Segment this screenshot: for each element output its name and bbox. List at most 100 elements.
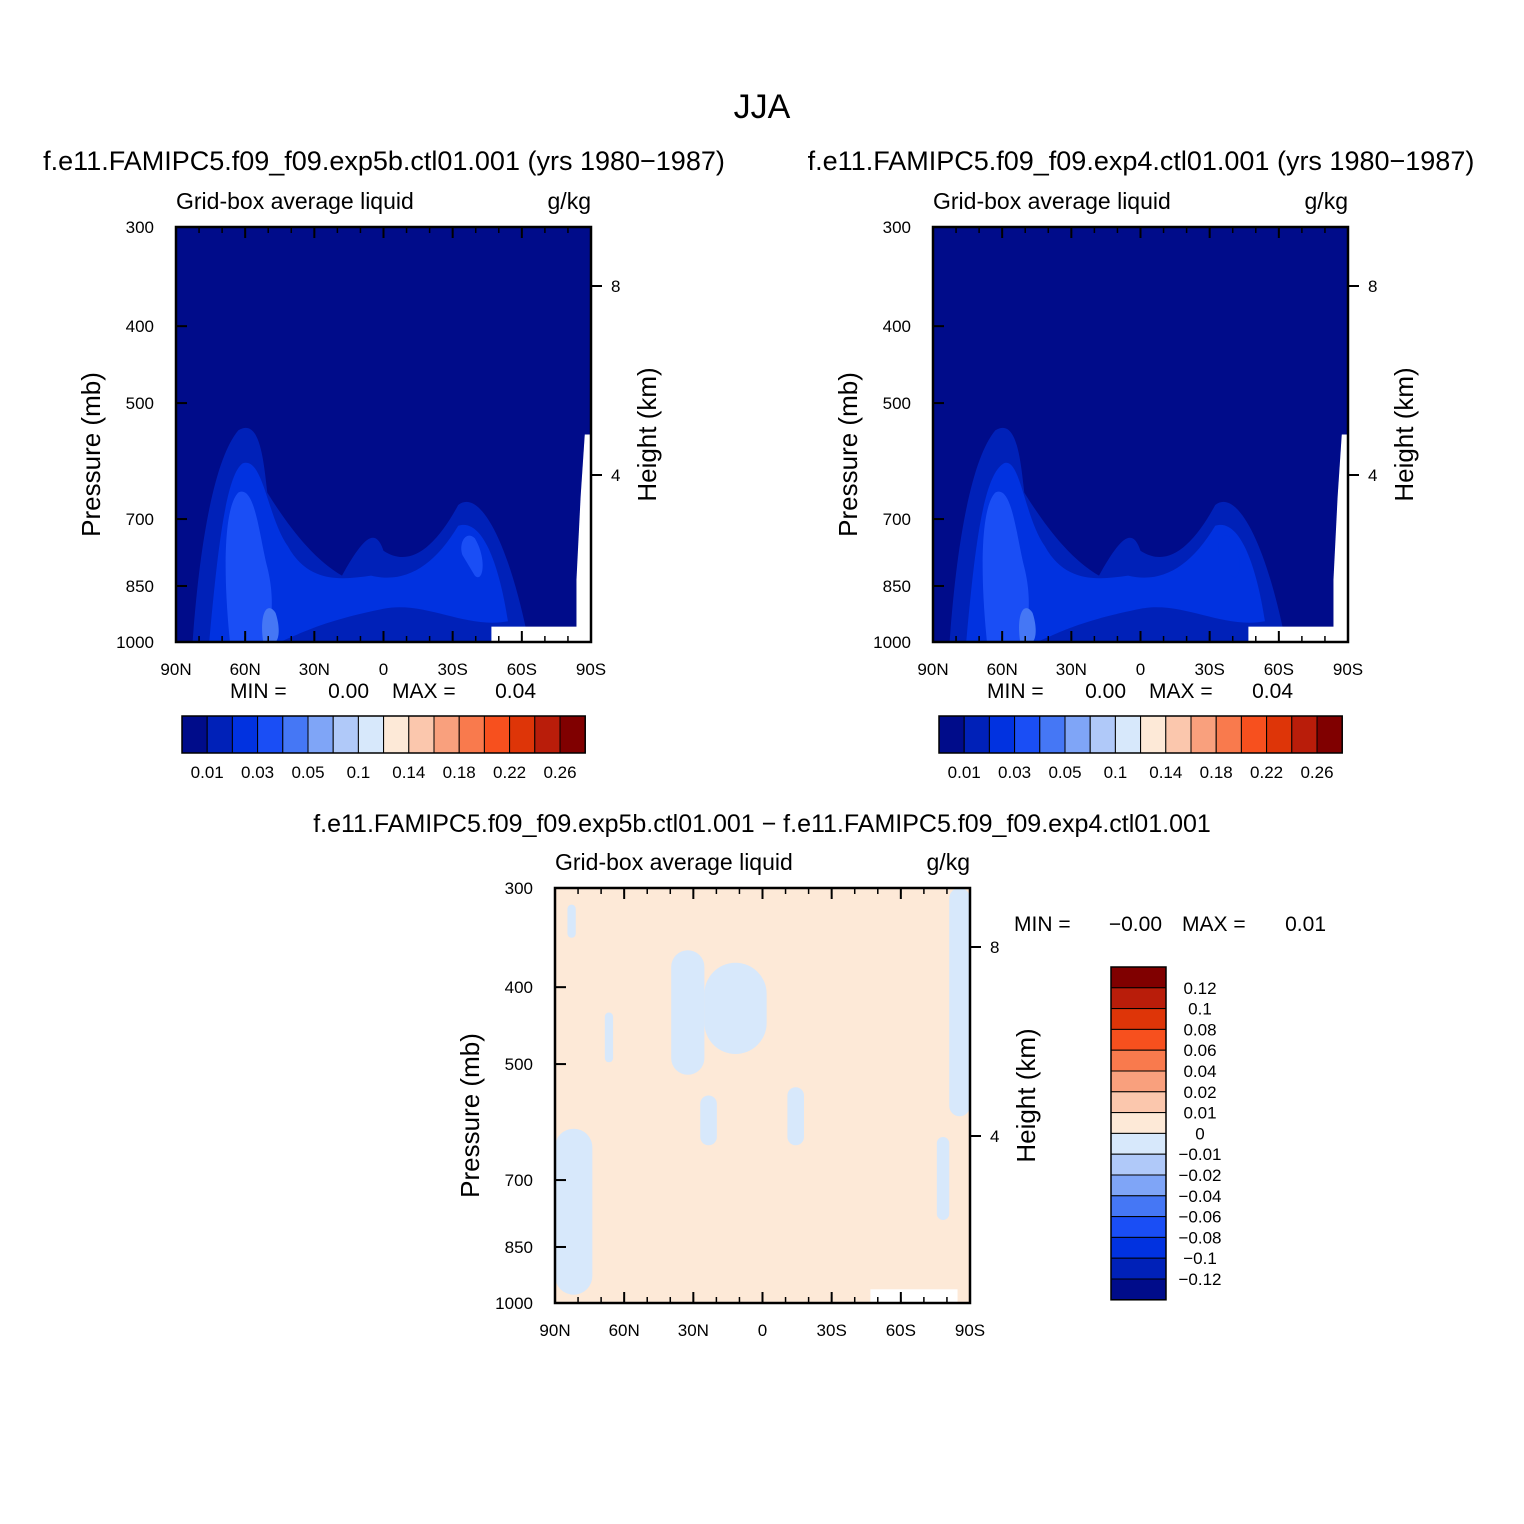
- units-label: g/kg: [1305, 188, 1348, 214]
- variable-label: Grid-box average liquid: [933, 188, 1171, 214]
- colorbar-label: 0.03: [241, 763, 274, 782]
- y-tick-label: 700: [883, 510, 911, 529]
- stat-min-value: −0.00: [1109, 913, 1162, 936]
- colorbar-swatch: [1110, 1174, 1167, 1197]
- x-tick-label: 30S: [1195, 660, 1225, 679]
- colorbar-label: 0.14: [392, 763, 425, 782]
- x-tick-label: 60S: [507, 660, 537, 679]
- colorbar-swatch: [206, 715, 233, 754]
- y-axis-label: Pressure (mb): [833, 372, 863, 537]
- colorbar-swatch: [1190, 715, 1217, 754]
- contour-negative: [949, 888, 970, 1117]
- x-tick-label: 60N: [609, 1321, 640, 1340]
- colorbar-frame: [181, 715, 586, 754]
- colorbar-swatch: [1165, 715, 1192, 754]
- colorbar-swatch: [1110, 1091, 1167, 1114]
- contour-negative: [704, 962, 767, 1054]
- colorbar-swatch: [433, 715, 460, 754]
- stat-max-label: MAX =: [1182, 913, 1246, 936]
- colorbar-label: −0.01: [1178, 1145, 1221, 1164]
- x-tick-label: 0: [1136, 660, 1145, 679]
- colorbar: 0.01 0.03 0.05 0.1 0.14 0.18 0.22 0.26: [938, 715, 1343, 782]
- y-tick-label: 850: [505, 1238, 533, 1257]
- contour-negative: [700, 1095, 717, 1146]
- colorbar-label: 0.1: [1188, 1000, 1212, 1019]
- y2-axis-label: Height (km): [1011, 1028, 1041, 1162]
- x-tick-label: 90N: [917, 660, 948, 679]
- y-axis-label: Pressure (mb): [455, 1033, 485, 1198]
- colorbar-label: 0.06: [1183, 1041, 1216, 1060]
- y-tick-label: 1000: [873, 633, 911, 652]
- colorbar-swatch: [408, 715, 435, 754]
- colorbar-swatch: [1316, 715, 1343, 754]
- contour-negative: [604, 1012, 614, 1063]
- stat-max-label: MAX =: [392, 680, 456, 703]
- colorbar-label: 0: [1195, 1124, 1204, 1143]
- y2-axis-label: Height (km): [632, 367, 662, 501]
- missing-data-surface: [491, 626, 579, 642]
- contour-negative: [671, 950, 705, 1075]
- y2-axis-label: Height (km): [1389, 367, 1419, 501]
- colorbar-label: 0.12: [1183, 979, 1216, 998]
- x-tick-label: 0: [379, 660, 388, 679]
- y-tick-label: 500: [505, 1055, 533, 1074]
- colorbar-label: 0.04: [1183, 1062, 1216, 1081]
- colorbar-swatch: [938, 715, 965, 754]
- stat-max-value: 0.04: [1252, 680, 1293, 703]
- stat-max-value: 0.04: [495, 680, 536, 703]
- y-tick-label: 700: [505, 1171, 533, 1190]
- colorbar-label: 0.08: [1183, 1020, 1216, 1039]
- y-tick-label: 850: [883, 577, 911, 596]
- colorbar-swatch: [1064, 715, 1091, 754]
- colorbar-label: −0.06: [1178, 1208, 1221, 1227]
- colorbar-swatch: [1089, 715, 1116, 754]
- colorbar-label: 0.26: [543, 763, 576, 782]
- y-tick-label: 1000: [495, 1294, 533, 1313]
- x-tick-label: 90N: [539, 1321, 570, 1340]
- stat-max-label: MAX =: [1149, 680, 1213, 703]
- colorbar: 0.01 0.03 0.05 0.1 0.14 0.18 0.22 0.26: [181, 715, 586, 782]
- contour-negative: [787, 1087, 804, 1146]
- colorbar-swatch: [1110, 1028, 1167, 1051]
- y-tick-label: 300: [126, 218, 154, 237]
- x-tick-label: 90S: [1333, 660, 1363, 679]
- colorbar-label: 0.18: [443, 763, 476, 782]
- contour-level-sh: [1218, 535, 1240, 578]
- y2-tick-label: 4: [1368, 466, 1377, 485]
- colorbar-swatch: [257, 715, 284, 754]
- colorbar-swatch: [357, 715, 385, 754]
- colorbar-swatch: [1110, 1257, 1167, 1280]
- colorbar-label: 0.22: [493, 763, 526, 782]
- colorbar-label: −0.08: [1178, 1228, 1221, 1247]
- colorbar-swatch: [963, 715, 990, 754]
- colorbar-swatch: [282, 715, 309, 754]
- stat-min-label: MIN =: [1014, 913, 1071, 936]
- x-tick-label: 30S: [438, 660, 468, 679]
- colorbar-swatch: [1291, 715, 1318, 754]
- x-tick-label: 90S: [576, 660, 606, 679]
- colorbar-swatch: [1110, 1112, 1167, 1134]
- colorbar-swatch: [458, 715, 485, 754]
- contour-level-2: [209, 462, 508, 642]
- colorbar-label: −0.04: [1178, 1187, 1221, 1206]
- colorbar-frame: [1110, 966, 1167, 1301]
- colorbar-label: 0.05: [1048, 763, 1081, 782]
- y2-tick-label: 4: [990, 1127, 999, 1146]
- x-tick-label: 60S: [1264, 660, 1294, 679]
- y2-tick-label: 8: [990, 938, 999, 957]
- variable-label: Grid-box average liquid: [176, 188, 414, 214]
- missing-data-surface: [870, 1289, 958, 1303]
- missing-data-pole: [576, 434, 591, 642]
- stat-min-label: MIN =: [987, 680, 1044, 703]
- panel-diff: f.e11.FAMIPC5.f09_f09.exp5b.ctl01.001 − …: [313, 810, 1326, 1340]
- colorbar-swatch: [988, 715, 1016, 754]
- colorbar-swatch: [1110, 1195, 1167, 1218]
- panel-title: f.e11.FAMIPC5.f09_f09.exp4.ctl01.001 (yr…: [808, 146, 1475, 176]
- colorbar-label: 0.01: [1183, 1104, 1216, 1123]
- colorbar-swatch: [1140, 715, 1167, 754]
- colorbar-label: 0.1: [1104, 763, 1128, 782]
- colorbar-swatch: [1014, 715, 1041, 754]
- x-tick-label: 30N: [1056, 660, 1087, 679]
- panel-exp5b: f.e11.FAMIPC5.f09_f09.exp5b.ctl01.001 (y…: [43, 146, 725, 782]
